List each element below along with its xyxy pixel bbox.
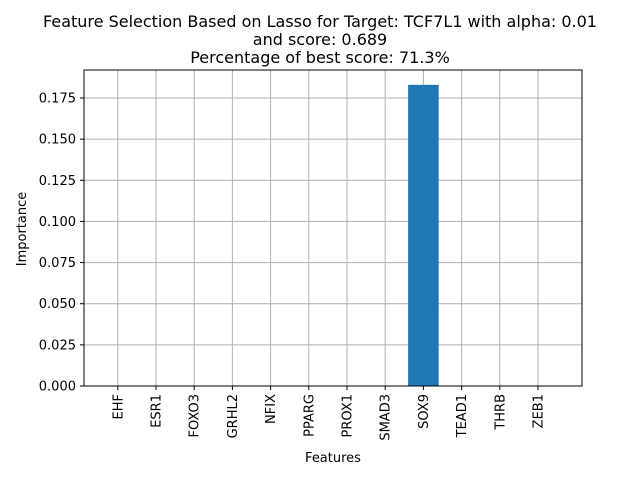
x-tick-label: PPARG <box>302 394 317 437</box>
x-axis-label: Features <box>305 451 361 466</box>
x-tick-label: PROX1 <box>341 394 356 437</box>
x-tick-label: EHF <box>111 394 126 419</box>
y-tick-label: 0.050 <box>39 297 76 312</box>
bar-layer <box>408 84 439 386</box>
x-tick-label: ESR1 <box>150 394 165 428</box>
x-tick-label: SMAD3 <box>379 394 394 441</box>
chart-title-line-3: Percentage of best score: 71.3% <box>190 48 450 67</box>
y-axis: 0.000 0.025 0.050 0.075 0.100 0.125 0.150 0.175 <box>39 91 84 395</box>
chart-title-line-1: Feature Selection Based on Lasso for Tar… <box>43 12 597 31</box>
x-tick-label: SOX9 <box>417 394 432 429</box>
x-tick-label: GRHL2 <box>226 394 241 438</box>
x-tick-label: NFIX <box>264 394 279 424</box>
y-tick-label: 0.075 <box>39 256 76 271</box>
y-axis-label: Importance <box>15 192 30 267</box>
y-tick-label: 0.100 <box>39 215 76 230</box>
y-tick-label: 0.150 <box>39 133 76 148</box>
x-tick-label: TEAD1 <box>455 394 470 438</box>
y-tick-label: 0.125 <box>39 174 76 189</box>
x-axis: EHF ESR1 FOXO3 GRHL2 NFIX PPARG PROX1 SMAD3 SOX9… <box>111 386 547 441</box>
y-tick-label: 0.175 <box>39 91 76 106</box>
grid-layer <box>84 70 582 387</box>
x-tick-label: ZEB1 <box>532 394 547 428</box>
plot-frame <box>83 69 583 387</box>
bar-sox9 <box>408 84 439 386</box>
chart-title-line-2: and score: 0.689 <box>252 30 388 49</box>
x-tick-label: THRB <box>493 394 508 431</box>
y-tick-label: 0.025 <box>39 338 76 353</box>
y-tick-label: 0.000 <box>39 380 76 395</box>
x-tick-label: FOXO3 <box>188 394 203 437</box>
